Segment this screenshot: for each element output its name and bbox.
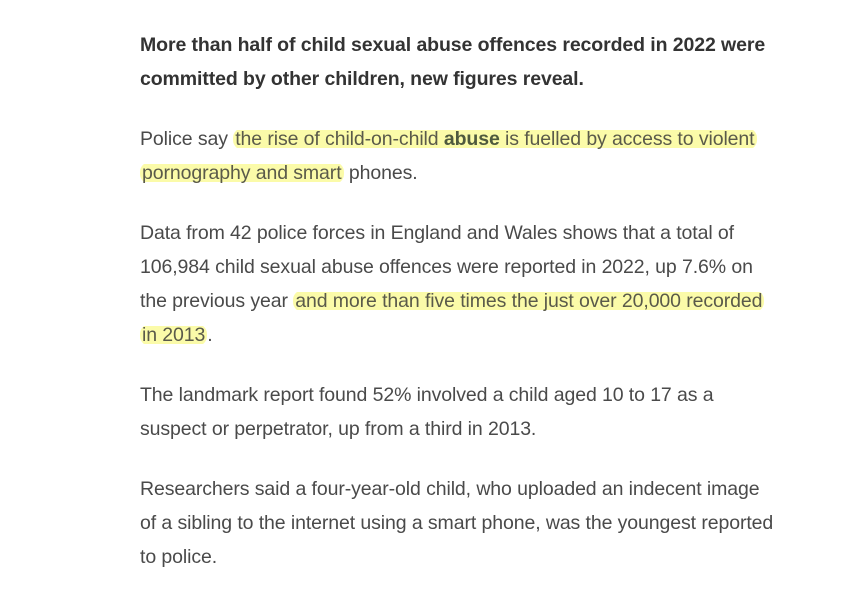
paragraph-text: Police say [140, 128, 234, 150]
paragraph-police-say: Police say the rise of child-on-child ab… [140, 122, 780, 190]
paragraph-landmark-report: The landmark report found 52% involved a… [140, 384, 714, 440]
paragraph-text: . [412, 162, 418, 184]
article-body: More than half of child sexual abuse off… [140, 28, 780, 600]
highlight-text: is fuelled by access to violent pornogra… [142, 128, 755, 184]
paragraph-text: Data from 42 police forces in England an… [140, 222, 753, 312]
paragraph-researchers: Researchers said a four-year-old child, … [140, 478, 774, 568]
highlight: the rise of child-on-child abuse is fuel… [140, 128, 757, 184]
bold-keyword: abuse [443, 128, 500, 150]
paragraph-data: Data from 42 police forces in England an… [140, 216, 780, 352]
highlight-text: the rise of child-on-child [235, 128, 444, 150]
paragraph-text: phones [343, 162, 413, 184]
paragraph-text: . [207, 324, 213, 346]
article-lead: More than half of child sexual abuse off… [140, 34, 766, 90]
